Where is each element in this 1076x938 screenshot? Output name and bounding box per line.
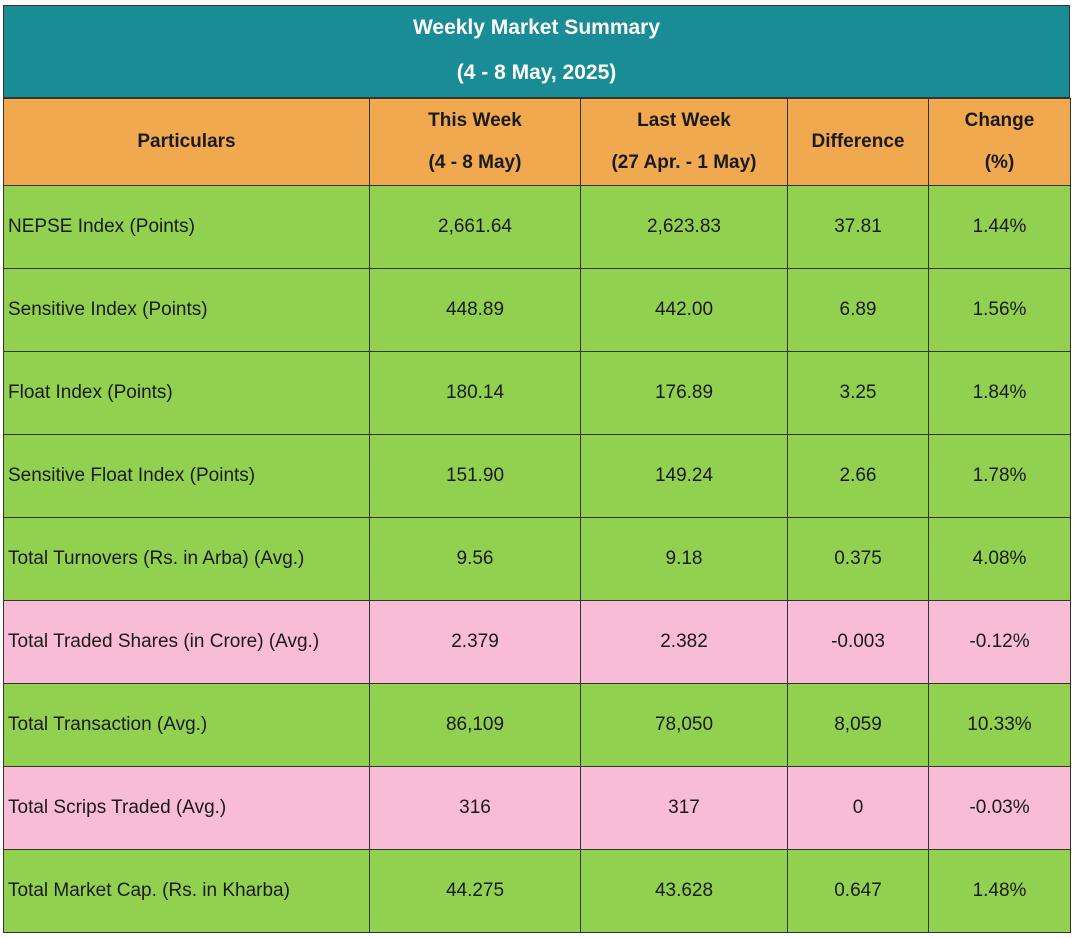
- row-this-week-value: 180.14: [369, 351, 581, 435]
- row-last-week-value: 2.382: [580, 600, 788, 684]
- row-label: Sensitive Index (Points): [3, 268, 370, 352]
- table-row: Float Index (Points) 180.14 176.89 3.25 1.84…: [3, 351, 1071, 435]
- row-label: Total Turnovers (Rs. in Arba) (Avg.): [3, 517, 370, 601]
- row-this-week-value: 2,661.64: [369, 185, 581, 269]
- row-change-value: 1.78%: [928, 434, 1071, 518]
- row-difference-value: 3.25: [787, 351, 929, 435]
- header-this-week-dates: (4 - 8 May): [428, 152, 522, 173]
- row-difference-value: 6.89: [787, 268, 929, 352]
- header-difference: Difference: [787, 98, 929, 186]
- row-change-value: -0.03%: [928, 766, 1071, 850]
- row-change-value: 1.44%: [928, 185, 1071, 269]
- row-last-week-value: 78,050: [580, 683, 788, 767]
- row-last-week-value: 9.18: [580, 517, 788, 601]
- row-difference-value: 0.647: [787, 849, 929, 933]
- row-difference-value: -0.003: [787, 600, 929, 684]
- header-change: Change (%): [928, 98, 1071, 186]
- table-row: Total Turnovers (Rs. in Arba) (Avg.) 9.56…: [3, 517, 1071, 601]
- header-change-unit: (%): [984, 152, 1015, 173]
- table-row: Total Transaction (Avg.) 86,109 78,050 8,05…: [3, 683, 1071, 767]
- header-change-label: Change: [964, 110, 1035, 131]
- row-last-week-value: 43.628: [580, 849, 788, 933]
- row-last-week-value: 149.24: [580, 434, 788, 518]
- row-this-week-value: 316: [369, 766, 581, 850]
- row-difference-value: 2.66: [787, 434, 929, 518]
- table-row: NEPSE Index (Points) 2,661.64 2,623.83 37.8…: [3, 185, 1071, 269]
- table-row: Total Market Cap. (Rs. in Kharba) 44.275 4…: [3, 849, 1071, 933]
- row-change-value: -0.12%: [928, 600, 1071, 684]
- header-last-week-dates: (27 Apr. - 1 May): [611, 152, 757, 173]
- market-summary: Weekly Market Summary (4 - 8 May, 2025) …: [3, 5, 1071, 933]
- summary-date-range: (4 - 8 May, 2025): [456, 61, 617, 84]
- row-label: Total Market Cap. (Rs. in Kharba): [3, 849, 370, 933]
- row-change-value: 1.84%: [928, 351, 1071, 435]
- row-last-week-value: 317: [580, 766, 788, 850]
- row-label: Sensitive Float Index (Points): [3, 434, 370, 518]
- row-label: NEPSE Index (Points): [3, 185, 370, 269]
- row-this-week-value: 448.89: [369, 268, 581, 352]
- row-change-value: 1.48%: [928, 849, 1071, 933]
- header-last-week-label: Last Week: [637, 110, 731, 131]
- row-this-week-value: 151.90: [369, 434, 581, 518]
- row-difference-value: 0: [787, 766, 929, 850]
- header-last-week: Last Week (27 Apr. - 1 May): [580, 98, 788, 186]
- row-label: Total Traded Shares (in Crore) (Avg.): [3, 600, 370, 684]
- table-row: Total Traded Shares (in Crore) (Avg.) 2.3…: [3, 600, 1071, 684]
- row-this-week-value: 86,109: [369, 683, 581, 767]
- row-change-value: 10.33%: [928, 683, 1071, 767]
- row-this-week-value: 44.275: [369, 849, 581, 933]
- header-this-week: This Week (4 - 8 May): [369, 98, 581, 186]
- row-last-week-value: 176.89: [580, 351, 788, 435]
- row-change-value: 1.56%: [928, 268, 1071, 352]
- row-last-week-value: 442.00: [580, 268, 788, 352]
- header-row: Particulars This Week (4 - 8 May) Last W…: [3, 98, 1071, 186]
- row-label: Total Scrips Traded (Avg.): [3, 766, 370, 850]
- row-difference-value: 37.81: [787, 185, 929, 269]
- row-difference-value: 0.375: [787, 517, 929, 601]
- title-banner: Weekly Market Summary (4 - 8 May, 2025): [3, 5, 1070, 98]
- row-label: Total Transaction (Avg.): [3, 683, 370, 767]
- row-difference-value: 8,059: [787, 683, 929, 767]
- table-row: Total Scrips Traded (Avg.) 316 317 0 -0.03%: [3, 766, 1071, 850]
- row-last-week-value: 2,623.83: [580, 185, 788, 269]
- row-this-week-value: 9.56: [369, 517, 581, 601]
- row-label: Float Index (Points): [3, 351, 370, 435]
- row-this-week-value: 2.379: [369, 600, 581, 684]
- summary-table: Particulars This Week (4 - 8 May) Last W…: [3, 98, 1071, 933]
- header-this-week-label: This Week: [428, 110, 522, 131]
- summary-title: Weekly Market Summary: [412, 16, 661, 39]
- header-particulars: Particulars: [3, 98, 370, 186]
- table-row: Sensitive Float Index (Points) 151.90 149.…: [3, 434, 1071, 518]
- table-body: NEPSE Index (Points) 2,661.64 2,623.83 37.8…: [3, 185, 1071, 933]
- row-change-value: 4.08%: [928, 517, 1071, 601]
- table-row: Sensitive Index (Points) 448.89 442.00 6.89…: [3, 268, 1071, 352]
